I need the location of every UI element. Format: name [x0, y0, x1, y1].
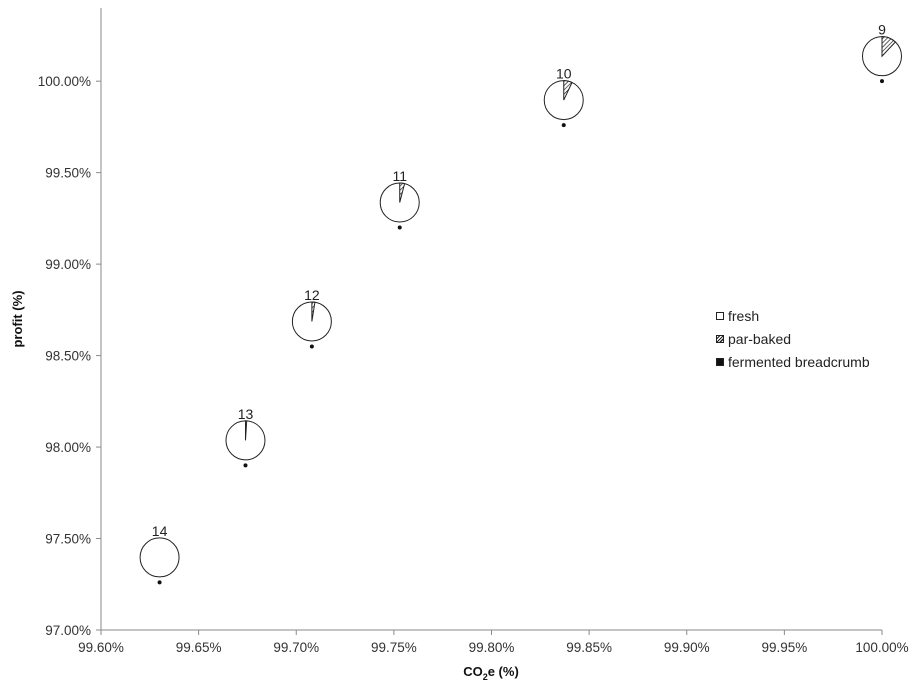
data-point-label: 12: [304, 287, 320, 303]
y-tick-label: 99.50%: [45, 166, 91, 181]
data-point: 10: [543, 66, 584, 128]
data-point-label: 11: [392, 168, 407, 184]
data-point-dot: [561, 123, 566, 128]
x-axis-title-subscript: 2: [483, 672, 488, 682]
y-tick-label: 98.50%: [45, 349, 91, 364]
x-axis-title-main: CO: [463, 664, 483, 679]
pie-par-baked-slice: [881, 36, 897, 58]
legend-item-par-baked: par-baked: [716, 327, 916, 350]
pie-par-baked-slice: [399, 182, 406, 203]
data-point-dot: [397, 225, 402, 230]
pie-par-baked-slice: [244, 420, 248, 441]
legend: fresh par-baked fermented breadcrumb: [716, 304, 916, 373]
x-axis-title-rest: e (%): [488, 664, 519, 679]
pie-par-baked-slice: [311, 301, 316, 322]
data-point-dot: [880, 79, 884, 84]
data-point-dot: [309, 344, 314, 349]
x-tick-label: 99.60%: [78, 640, 124, 655]
data-point: 11: [379, 168, 420, 230]
y-tick-label: 100.00%: [38, 74, 91, 89]
data-point-label: 14: [152, 523, 168, 539]
data-point-label: 9: [878, 22, 886, 38]
x-tick-label: 99.80%: [469, 640, 515, 655]
data-point: 12: [291, 287, 332, 349]
fresh-swatch-icon: [716, 311, 724, 320]
data-point: 13: [225, 406, 266, 468]
x-tick-label: 99.95%: [761, 640, 807, 655]
data-points: 14 13 12 11 10 9: [139, 22, 902, 585]
data-point-label: 13: [238, 406, 254, 422]
x-tick-labels: 99.60% 99.65% 99.70% 99.75% 99.80% 99.85% 99.9…: [78, 630, 909, 655]
legend-item-fermented-breadcrumb: fermented breadcrumb: [716, 350, 916, 373]
pie-fresh-slice: [139, 537, 180, 578]
x-tick-label: 99.75%: [371, 640, 417, 655]
x-tick-label: 99.90%: [664, 640, 710, 655]
par-baked-swatch-icon: [716, 334, 724, 343]
data-point-label: 10: [556, 66, 572, 82]
data-point-dot: [157, 580, 162, 585]
y-tick-label: 99.00%: [45, 257, 91, 272]
data-point: 14: [139, 523, 180, 585]
y-tick-label: 97.50%: [45, 532, 91, 547]
data-point: 9: [862, 22, 902, 84]
y-tick-label: 98.00%: [45, 440, 91, 455]
y-tick-label: 97.00%: [45, 623, 91, 638]
pie-par-baked-slice: [563, 80, 573, 101]
y-axis-title: profit (%): [10, 290, 25, 347]
x-tick-label: 100.00%: [855, 640, 908, 655]
x-axis-title: CO2e (%): [463, 664, 519, 682]
legend-label-par-baked: par-baked: [728, 330, 792, 347]
x-tick-label: 99.65%: [176, 640, 222, 655]
y-tick-labels: 97.00% 97.50% 98.00% 98.50% 99.00% 99.50% 100.…: [38, 74, 101, 638]
fermented-breadcrumb-swatch-icon: [716, 357, 724, 366]
legend-item-fresh: fresh: [716, 304, 916, 327]
x-tick-label: 99.85%: [566, 640, 612, 655]
legend-label-fermented-breadcrumb: fermented breadcrumb: [728, 353, 870, 370]
data-point-dot: [243, 463, 248, 468]
x-tick-label: 99.70%: [273, 640, 319, 655]
legend-label-fresh: fresh: [728, 307, 760, 324]
